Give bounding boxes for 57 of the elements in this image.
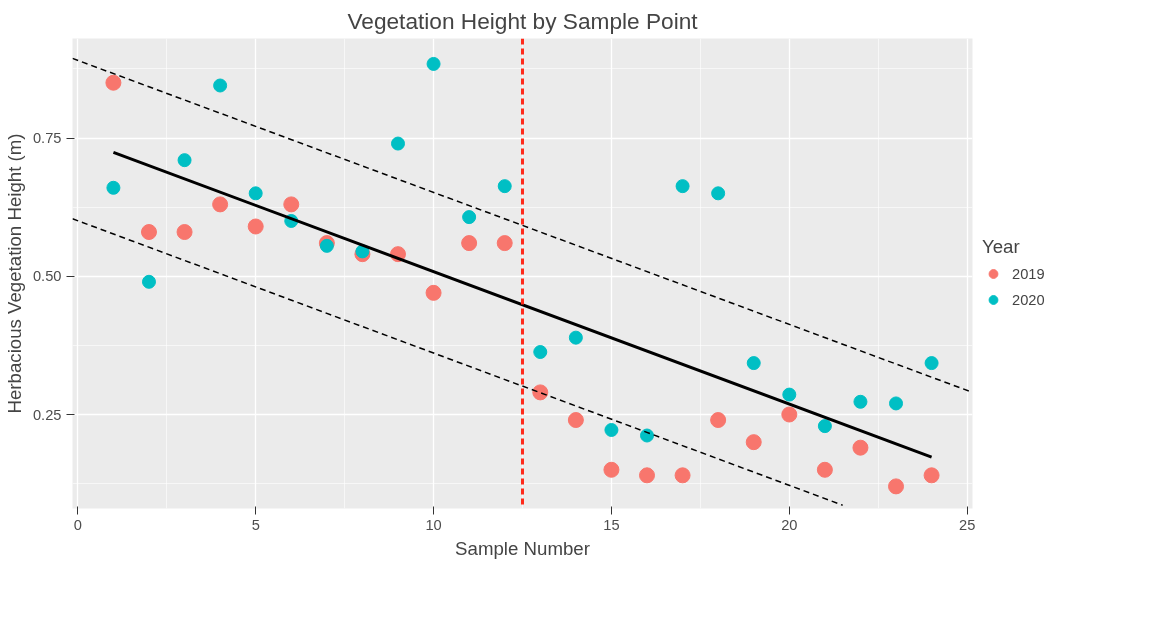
point <box>213 78 228 93</box>
point <box>106 180 121 195</box>
point <box>496 235 513 252</box>
point <box>640 428 655 443</box>
point <box>533 345 548 359</box>
point <box>532 384 549 401</box>
legend-label: 2020 <box>1012 291 1045 308</box>
point <box>711 186 726 201</box>
point <box>603 461 620 478</box>
y-tick-label: 0.75 <box>32 130 62 147</box>
point <box>426 56 441 71</box>
point <box>141 274 156 289</box>
point <box>710 412 727 429</box>
point <box>604 423 619 437</box>
x-tick-label: 25 <box>959 516 976 533</box>
point <box>852 439 869 456</box>
x-tick-label: 0 <box>73 516 82 533</box>
point <box>853 394 868 409</box>
point <box>105 74 122 91</box>
point <box>674 467 691 484</box>
point <box>782 387 797 402</box>
point <box>177 153 192 168</box>
point <box>675 179 690 194</box>
point <box>212 196 229 213</box>
point <box>461 235 478 252</box>
point <box>923 467 940 484</box>
point <box>176 224 193 241</box>
point <box>639 467 656 484</box>
legend-label: 2019 <box>1012 265 1045 282</box>
point <box>497 179 512 194</box>
point <box>247 218 264 235</box>
x-tick-label: 15 <box>603 516 620 533</box>
point <box>888 478 905 495</box>
point <box>248 186 263 201</box>
x-tick-label: 20 <box>781 516 798 533</box>
point <box>924 356 939 371</box>
point <box>140 224 157 241</box>
x-tick-label: 5 <box>251 516 260 533</box>
point <box>817 419 832 434</box>
point <box>462 210 477 225</box>
point <box>567 412 584 429</box>
point <box>889 396 904 411</box>
point <box>283 196 300 213</box>
y-axis-title: Herbacious Vegetation Height (m) <box>3 133 25 414</box>
point <box>746 356 761 371</box>
y-tick-label: 0.50 <box>32 268 62 285</box>
y-tick-label: 0.25 <box>32 406 62 423</box>
point <box>816 461 833 478</box>
x-tick-label: 10 <box>425 516 442 533</box>
point <box>745 434 762 451</box>
legend-title: Year <box>982 235 1021 258</box>
point <box>425 284 442 301</box>
point <box>781 406 798 423</box>
point <box>390 136 405 151</box>
chart-title: Vegetation Height by Sample Point <box>347 7 699 34</box>
x-axis-title: Sample Number <box>455 537 590 559</box>
point <box>568 330 583 345</box>
